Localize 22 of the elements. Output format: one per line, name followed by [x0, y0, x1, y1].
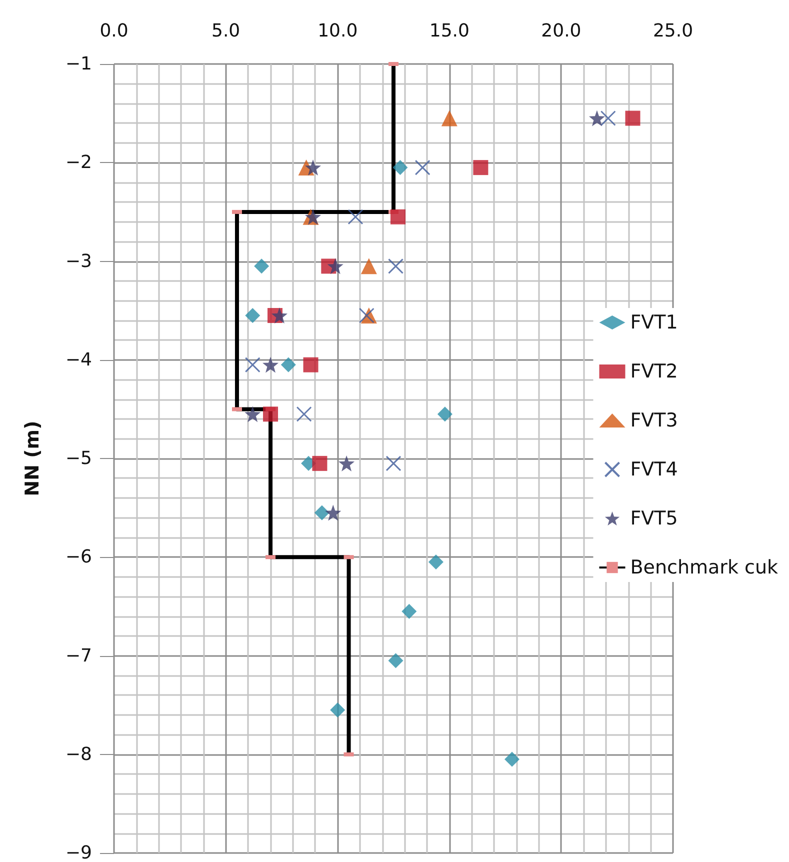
y-tick-label: −3 [65, 250, 92, 272]
y-tick-label: −5 [65, 448, 92, 469]
x-tick-label: 25.0 [652, 20, 694, 42]
legend-label: FVT2 [630, 360, 678, 382]
x-tick-label: 15.0 [429, 20, 470, 42]
x-tick-label: 20.0 [541, 20, 582, 42]
y-tick-label: −6 [65, 546, 92, 568]
x-tick-label: 5.0 [211, 20, 240, 42]
y-tick-label: −1 [65, 54, 92, 74]
legend-label: FVT5 [630, 508, 678, 530]
y-axis-title: NN (m) [22, 420, 44, 496]
x-tick-label: 10.0 [318, 20, 358, 42]
y-tick-label: −7 [65, 645, 92, 666]
legend-label: Benchmark cuk [630, 556, 778, 578]
y-tick-label: −4 [65, 349, 92, 370]
y-tick-label: −2 [65, 152, 92, 174]
legend-label: FVT1 [630, 312, 678, 334]
y-tick-label: −9 [65, 842, 92, 862]
y-tick-label: −8 [65, 744, 92, 765]
legend-label: FVT4 [630, 458, 678, 480]
x-tick-label: 0.0 [100, 20, 128, 42]
legend-label: FVT3 [630, 410, 678, 432]
